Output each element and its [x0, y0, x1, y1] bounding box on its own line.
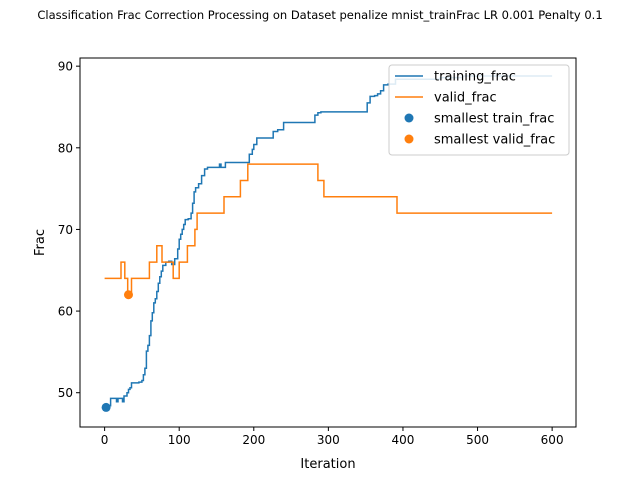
legend-label: smallest valid_frac — [434, 133, 555, 148]
x-tick-label: 0 — [101, 433, 109, 447]
marker-layer — [101, 290, 133, 412]
legend-box — [388, 64, 570, 156]
x-axis-label: Iteration — [300, 457, 355, 472]
x-tick-label: 100 — [168, 433, 191, 447]
series-valid-frac — [104, 163, 553, 296]
y-axis-label: Frac — [33, 229, 48, 256]
y-tick-label: 80 — [58, 141, 73, 155]
legend-label: valid_frac — [434, 91, 497, 106]
marker-smallest-train-frac — [101, 402, 111, 412]
x-axis: 0 100 200 300 400 500 600 — [101, 427, 564, 447]
x-tick-label: 600 — [541, 433, 564, 447]
x-tick-label: 400 — [392, 433, 415, 447]
marker-smallest-valid-frac — [123, 290, 133, 300]
legend-label: smallest train_frac — [434, 112, 554, 127]
y-axis: 50 60 70 80 90 — [58, 60, 80, 400]
series-training-frac — [104, 75, 553, 409]
x-tick-label: 300 — [317, 433, 340, 447]
y-tick-label: 70 — [58, 223, 73, 237]
legend-swatch-smallest-valid-frac — [404, 134, 414, 144]
y-tick-label: 50 — [58, 386, 73, 400]
y-tick-label: 90 — [58, 60, 73, 74]
legend-label: training_frac — [434, 70, 516, 85]
y-tick-label: 60 — [58, 305, 73, 319]
legend: training_frac valid_frac smallest train_fr… — [388, 64, 570, 156]
legend-swatch-smallest-train-frac — [404, 113, 414, 123]
x-tick-label: 200 — [242, 433, 265, 447]
x-tick-label: 500 — [466, 433, 489, 447]
chart-title: Classification Frac Correction Processin… — [37, 8, 602, 22]
